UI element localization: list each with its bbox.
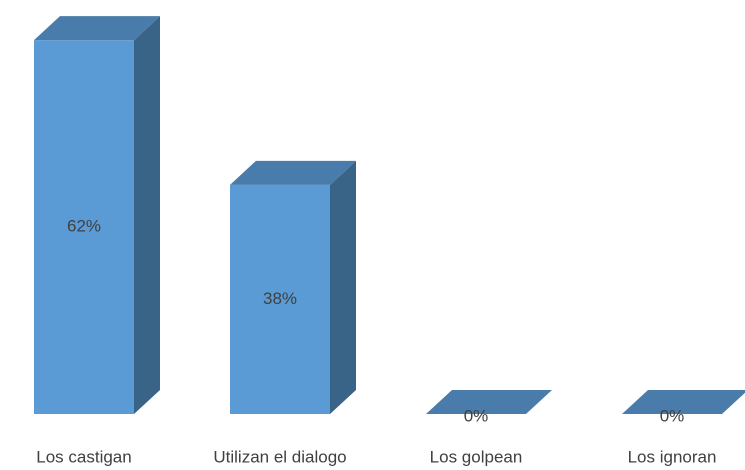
data-label: 38% — [263, 289, 297, 308]
bar-top — [622, 390, 745, 414]
bar-front — [230, 184, 330, 414]
data-label: 0% — [660, 406, 685, 425]
bar — [230, 160, 356, 414]
bar-top — [230, 160, 356, 185]
x-tick-label: Los castigan — [36, 447, 131, 466]
x-tick-label: Los ignoran — [628, 447, 717, 466]
data-label: 62% — [67, 217, 101, 236]
data-label: 0% — [464, 406, 489, 425]
bar-side — [330, 160, 356, 414]
bar-top — [426, 390, 552, 414]
x-tick-label: Utilizan el dialogo — [213, 447, 346, 466]
bar — [622, 390, 745, 414]
bar — [426, 390, 552, 414]
bar-top — [34, 16, 160, 41]
bar — [34, 16, 160, 414]
x-tick-label: Los golpean — [430, 447, 523, 466]
bar-side — [134, 16, 160, 414]
bar-front — [34, 40, 134, 414]
